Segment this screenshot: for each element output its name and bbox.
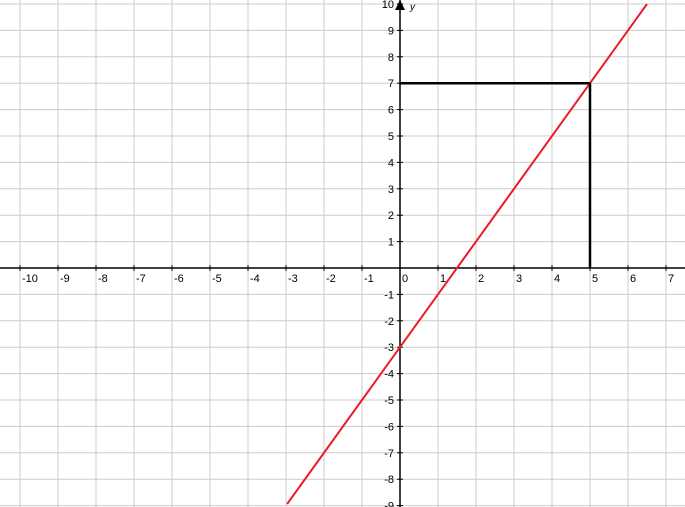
svg-text:-9: -9: [384, 501, 394, 507]
svg-text:4: 4: [554, 273, 560, 285]
svg-text:-3: -3: [384, 342, 394, 354]
svg-text:-10: -10: [22, 273, 38, 285]
chart-canvas: y-10-9-8-7-6-5-4-3-2-1012345678-9-8-7-6-…: [0, 0, 685, 507]
svg-text:-1: -1: [384, 289, 394, 301]
svg-text:-8: -8: [384, 474, 394, 486]
svg-text:-1: -1: [364, 273, 374, 285]
svg-text:3: 3: [388, 184, 394, 196]
svg-text:-2: -2: [384, 316, 394, 328]
svg-text:-8: -8: [98, 273, 108, 285]
line-chart: y-10-9-8-7-6-5-4-3-2-1012345678-9-8-7-6-…: [0, 0, 685, 507]
svg-text:7: 7: [388, 78, 394, 90]
svg-text:2: 2: [478, 273, 484, 285]
svg-text:-9: -9: [60, 273, 70, 285]
svg-text:-6: -6: [384, 421, 394, 433]
svg-text:3: 3: [516, 273, 522, 285]
svg-text:8: 8: [388, 52, 394, 64]
svg-text:-4: -4: [250, 273, 260, 285]
svg-text:0: 0: [402, 273, 408, 285]
svg-text:-7: -7: [136, 273, 146, 285]
svg-text:y: y: [409, 2, 416, 13]
svg-text:-5: -5: [212, 273, 222, 285]
svg-text:9: 9: [388, 25, 394, 37]
svg-text:-6: -6: [174, 273, 184, 285]
svg-text:6: 6: [630, 273, 636, 285]
svg-text:6: 6: [388, 105, 394, 117]
svg-text:-2: -2: [326, 273, 336, 285]
svg-text:1: 1: [388, 237, 394, 249]
svg-text:2: 2: [388, 210, 394, 222]
svg-text:-5: -5: [384, 395, 394, 407]
svg-text:-4: -4: [384, 369, 394, 381]
svg-text:-3: -3: [288, 273, 298, 285]
svg-text:10: 10: [382, 0, 394, 11]
svg-text:5: 5: [388, 131, 394, 143]
svg-text:-7: -7: [384, 448, 394, 460]
svg-text:5: 5: [592, 273, 598, 285]
svg-text:4: 4: [388, 157, 394, 169]
svg-text:7: 7: [668, 273, 674, 285]
